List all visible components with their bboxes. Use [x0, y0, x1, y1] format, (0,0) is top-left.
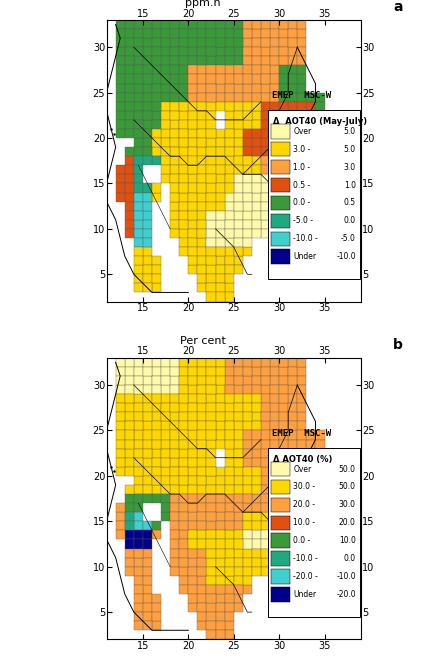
Text: 10.0: 10.0: [339, 536, 356, 545]
Bar: [271, 569, 290, 584]
Text: 0.0: 0.0: [344, 216, 356, 225]
Bar: [271, 196, 290, 210]
Text: 50.0: 50.0: [339, 482, 356, 492]
Text: 50.0: 50.0: [339, 464, 356, 474]
Text: -20.0 -: -20.0 -: [294, 572, 318, 581]
Text: -10.0: -10.0: [336, 252, 356, 261]
Text: 1.0 -: 1.0 -: [294, 163, 310, 172]
Text: 20.0: 20.0: [339, 518, 356, 527]
Text: EMEP  MSC-W: EMEP MSC-W: [272, 430, 331, 438]
Text: -5.0 -: -5.0 -: [294, 216, 314, 225]
Text: 5.0: 5.0: [344, 145, 356, 154]
Text: 30.0: 30.0: [339, 500, 356, 509]
Text: -20.0: -20.0: [336, 590, 356, 599]
Bar: [268, 110, 359, 279]
Bar: [271, 214, 290, 228]
Text: b: b: [392, 338, 403, 352]
Text: 10.0 -: 10.0 -: [294, 518, 315, 527]
Text: EMEP  MSC-W: EMEP MSC-W: [272, 91, 331, 101]
Bar: [271, 551, 290, 566]
Text: 20.0 -: 20.0 -: [294, 500, 315, 509]
Text: Under: Under: [294, 590, 317, 599]
Text: Over: Over: [294, 127, 312, 136]
Bar: [271, 498, 290, 512]
Text: Over: Over: [294, 464, 312, 474]
Text: Δ  AOT40 (May-July): Δ AOT40 (May-July): [273, 117, 367, 126]
Text: -5.0: -5.0: [341, 234, 356, 243]
Text: 0.5: 0.5: [344, 198, 356, 208]
Text: 3.0: 3.0: [344, 163, 356, 172]
Text: 0.0 -: 0.0 -: [294, 198, 311, 208]
Title: ppm.h: ppm.h: [185, 0, 221, 8]
Bar: [271, 124, 290, 139]
Text: 0.0: 0.0: [344, 554, 356, 563]
Bar: [271, 142, 290, 157]
Text: 5.0: 5.0: [344, 127, 356, 136]
Bar: [271, 533, 290, 548]
Text: 0.0 -: 0.0 -: [294, 536, 311, 545]
Bar: [271, 160, 290, 174]
Bar: [271, 480, 290, 494]
Bar: [271, 587, 290, 602]
Text: 3.0 -: 3.0 -: [294, 145, 311, 154]
Text: -10.0 -: -10.0 -: [294, 234, 318, 243]
Text: 0.5 -: 0.5 -: [294, 180, 311, 190]
Text: Δ AOT40 (%): Δ AOT40 (%): [273, 455, 333, 464]
Text: -10.0: -10.0: [336, 572, 356, 581]
Text: -10.0 -: -10.0 -: [294, 554, 318, 563]
Text: Under: Under: [294, 252, 317, 261]
Bar: [271, 178, 290, 192]
Text: 30.0 -: 30.0 -: [294, 482, 316, 492]
Text: a: a: [393, 1, 403, 15]
Bar: [271, 250, 290, 264]
Bar: [271, 232, 290, 246]
Bar: [268, 448, 359, 617]
Title: Per cent: Per cent: [180, 336, 226, 346]
Text: 1.0: 1.0: [344, 180, 356, 190]
Bar: [271, 462, 290, 476]
Bar: [271, 515, 290, 530]
